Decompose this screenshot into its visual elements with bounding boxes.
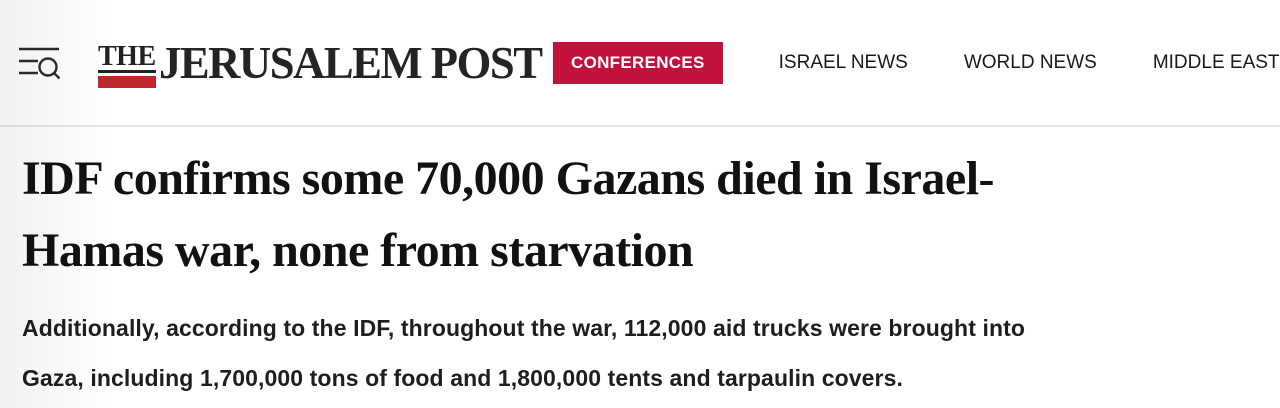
logo-title-text: JERUSALEM POST xyxy=(158,36,543,88)
nav-item-israel-news[interactable]: ISRAEL NEWS xyxy=(778,51,908,73)
nav-item-world-news[interactable]: WORLD NEWS xyxy=(963,51,1097,73)
jerusalem-post-logo[interactable]: THE JERUSALEM POST xyxy=(98,37,553,89)
logo-red-bar xyxy=(98,75,156,88)
subheadline-line-1: Additionally, according to the IDF, thro… xyxy=(22,315,1026,341)
site-header: THE JERUSALEM POST CONFERENCES ISRAEL NE… xyxy=(0,0,1280,127)
menu-search-button[interactable] xyxy=(18,43,60,83)
article-subheadline: Additionally, according to the IDF, thro… xyxy=(22,303,1258,403)
primary-nav: CONFERENCES ISRAEL NEWS WORLD NEWS MIDDL… xyxy=(553,41,1280,84)
article-header: IDF confirms some 70,000 Gazans died in … xyxy=(0,127,1280,403)
headline-line-2: Hamas war, none from starvation xyxy=(22,224,694,277)
article-headline: IDF confirms some 70,000 Gazans died in … xyxy=(22,143,1258,287)
menu-search-icon xyxy=(18,44,60,82)
logo-the-block: THE xyxy=(98,40,156,88)
nav-item-conferences[interactable]: CONFERENCES xyxy=(553,41,723,84)
logo-the-text: THE xyxy=(98,40,156,73)
headline-line-1: IDF confirms some 70,000 Gazans died in … xyxy=(22,152,995,205)
nav-item-middle-east[interactable]: MIDDLE EAST xyxy=(1152,51,1280,73)
subheadline-line-2: Gaza, including 1,700,000 tons of food a… xyxy=(22,365,903,391)
